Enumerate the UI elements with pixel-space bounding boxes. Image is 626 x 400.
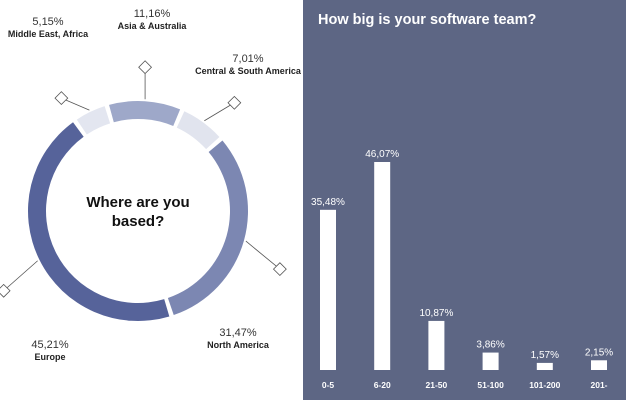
callout-leader-line [204, 102, 235, 122]
bar-value-label: 10,87% [419, 308, 453, 319]
pie-category-label: Central & South America [195, 66, 302, 76]
donut-callouts: 5,15%Middle East, Africa 11,16%Asia & Aus… [0, 8, 302, 362]
bar-value-label: 46,07% [365, 149, 399, 160]
callout-leader-line [245, 240, 281, 270]
callout-marker-icon [138, 60, 153, 75]
bar-category-label: 201- [590, 380, 607, 390]
pie-value-label: 31,47% [219, 327, 257, 339]
pie-category-label: Europe [34, 352, 65, 362]
callout-leader-line [3, 260, 38, 292]
callout-marker-icon [54, 91, 69, 106]
donut-slice [109, 101, 181, 127]
center-title-line: based? [112, 213, 165, 230]
bar [482, 352, 499, 370]
bar-value-label: 3,86% [476, 340, 504, 351]
bar-category-label: 6-20 [374, 380, 391, 390]
bar-category-label: 0-5 [322, 380, 335, 390]
donut-slice [167, 140, 248, 316]
pie-category-label: Middle East, Africa [8, 29, 89, 39]
pie-category-label: Asia & Australia [118, 21, 188, 31]
pie-panel-background [0, 0, 303, 400]
bar-value-label: 1,57% [531, 350, 559, 361]
bar-value-label: 2,15% [585, 347, 613, 358]
donut-center-title: Where are you based? [86, 194, 189, 230]
bar-panel-background [303, 0, 626, 400]
pie-category-label: North America [207, 340, 270, 350]
callout-marker-icon [0, 283, 11, 298]
pie-value-label: 5,15% [32, 16, 63, 28]
bar-value-label: 35,48% [311, 197, 345, 208]
bar-category-label: 101-200 [529, 380, 560, 390]
bar [428, 320, 445, 370]
bar-category-label: 51-100 [477, 380, 504, 390]
center-title-line: Where are you [86, 194, 189, 211]
bar [536, 362, 553, 370]
pie-value-label: 7,01% [232, 53, 263, 65]
donut-slice [76, 106, 111, 135]
bar-chart-title: How big is your software team? [318, 12, 536, 28]
bar [374, 162, 391, 370]
bar [591, 360, 607, 370]
bar [320, 209, 336, 370]
bar-category-label: 21-50 [426, 380, 448, 390]
pie-value-label: 11,16% [134, 8, 171, 20]
donut-chart [28, 101, 248, 321]
bar-chart: 35,48% 0-5 46,07% 6-20 10,87% 21-50 3,86% 51-10… [311, 149, 613, 390]
donut-slice [176, 111, 220, 150]
pie-value-label: 45,21% [31, 339, 69, 351]
donut-slice [28, 122, 170, 321]
callout-marker-icon [272, 262, 287, 277]
callout-marker-icon [227, 95, 242, 110]
